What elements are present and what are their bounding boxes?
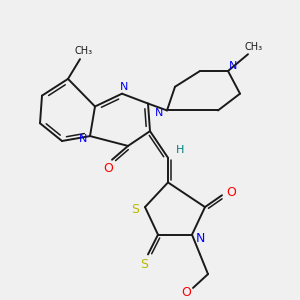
Text: S: S bbox=[131, 202, 139, 215]
Text: N: N bbox=[155, 108, 163, 118]
Text: O: O bbox=[181, 286, 191, 299]
Text: N: N bbox=[79, 134, 87, 144]
Text: O: O bbox=[226, 186, 236, 199]
Text: N: N bbox=[229, 61, 237, 71]
Text: O: O bbox=[103, 162, 113, 175]
Text: S: S bbox=[140, 258, 148, 271]
Text: H: H bbox=[176, 145, 184, 155]
Text: N: N bbox=[120, 82, 128, 92]
Text: CH₃: CH₃ bbox=[75, 46, 93, 56]
Text: N: N bbox=[195, 232, 205, 245]
Text: CH₃: CH₃ bbox=[245, 42, 263, 52]
